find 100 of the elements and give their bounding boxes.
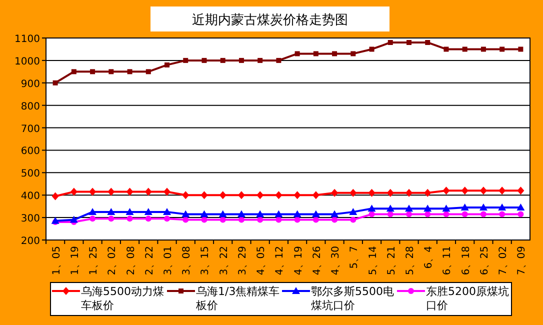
point xyxy=(183,58,188,63)
x-tick-label: 2、22 xyxy=(144,246,156,276)
point xyxy=(294,51,300,56)
point xyxy=(88,208,97,215)
point xyxy=(70,188,78,196)
point xyxy=(406,40,412,45)
point xyxy=(294,216,300,223)
point xyxy=(201,216,208,223)
x-tick-label: 1、25 xyxy=(88,246,100,276)
point xyxy=(238,191,245,200)
point xyxy=(144,208,152,215)
point xyxy=(462,211,468,218)
point xyxy=(387,211,394,218)
x-tick-label: 4、19 xyxy=(293,246,304,276)
point xyxy=(52,192,59,200)
point xyxy=(182,210,190,218)
x-tick-label: 5、7 xyxy=(349,246,360,269)
point xyxy=(498,203,506,210)
point xyxy=(444,46,449,52)
y-tick-label: 900 xyxy=(20,78,40,90)
point xyxy=(425,40,430,45)
x-tick-label: 4、30 xyxy=(330,246,342,276)
point xyxy=(498,186,506,195)
x-tick-label: 6、18 xyxy=(460,246,472,276)
point xyxy=(368,211,375,218)
y-tick-label: 1000 xyxy=(14,56,40,68)
x-tick-label: 5、21 xyxy=(386,246,398,276)
point xyxy=(238,216,244,223)
y-tick-label: 500 xyxy=(20,168,40,180)
point xyxy=(460,203,469,210)
point xyxy=(479,203,488,210)
legend-label: 乌海5500动力煤车板价 xyxy=(81,285,165,313)
point xyxy=(274,210,283,218)
point xyxy=(90,69,96,74)
x-tick-label: 3、22 xyxy=(218,246,230,276)
point xyxy=(202,58,207,63)
point xyxy=(219,191,226,200)
x-tick-label: 5、28 xyxy=(405,246,416,276)
point xyxy=(518,46,524,52)
point xyxy=(182,191,190,200)
point xyxy=(218,210,227,218)
y-tick-label: 300 xyxy=(20,214,40,225)
point xyxy=(313,51,318,56)
point xyxy=(462,46,468,52)
y-tick-label: 400 xyxy=(20,191,40,202)
point xyxy=(164,62,170,68)
x-tick-label: 7、09 xyxy=(516,246,528,276)
point xyxy=(517,186,524,195)
point xyxy=(238,58,244,63)
point xyxy=(293,210,302,218)
point xyxy=(442,186,450,195)
point xyxy=(332,216,338,223)
point xyxy=(127,69,132,74)
x-tick-label: 4、05 xyxy=(256,246,268,276)
point xyxy=(51,216,60,224)
x-tick-label: 7、02 xyxy=(498,246,510,276)
point xyxy=(256,191,264,200)
point xyxy=(388,40,393,45)
point xyxy=(71,69,76,74)
x-tick-label: 6、4 xyxy=(424,246,435,269)
point xyxy=(107,208,116,215)
point xyxy=(164,188,170,196)
x-tick-label: 2、08 xyxy=(126,246,137,276)
point xyxy=(386,204,394,212)
y-tick-label: 700 xyxy=(20,124,40,135)
point xyxy=(126,188,134,196)
legend-label: 鄂尔多斯5500电煤坑口价 xyxy=(311,285,395,313)
point xyxy=(349,208,358,215)
x-tick-label: 1、19 xyxy=(70,246,81,276)
legend-label: 东胜5200原煤坑口价 xyxy=(426,285,510,313)
x-tick-label: 1、05 xyxy=(51,246,62,276)
point xyxy=(126,208,134,215)
point xyxy=(424,188,432,197)
point xyxy=(144,188,152,196)
point xyxy=(406,211,412,218)
point xyxy=(405,204,413,212)
point xyxy=(332,51,338,56)
point xyxy=(275,191,282,200)
x-tick-label: 3、08 xyxy=(182,246,193,276)
y-tick-label: 1100 xyxy=(14,34,40,45)
point xyxy=(499,211,506,218)
legend-label: 乌海1/3焦精煤车板价 xyxy=(196,285,280,313)
x-tick-label: 6、11 xyxy=(442,246,454,276)
point xyxy=(276,216,282,223)
point xyxy=(52,80,58,86)
x-tick-label: 2、02 xyxy=(107,246,118,276)
point xyxy=(350,188,357,197)
point xyxy=(312,216,319,223)
point xyxy=(256,210,264,218)
point xyxy=(89,188,96,196)
point xyxy=(276,58,282,63)
x-tick-label: 3、01 xyxy=(163,246,174,276)
point xyxy=(406,188,412,197)
point xyxy=(200,191,208,200)
point xyxy=(108,188,115,196)
point xyxy=(126,216,133,222)
y-tick-label: 200 xyxy=(20,236,40,247)
point xyxy=(164,216,170,222)
point xyxy=(368,188,376,197)
point xyxy=(220,58,226,63)
